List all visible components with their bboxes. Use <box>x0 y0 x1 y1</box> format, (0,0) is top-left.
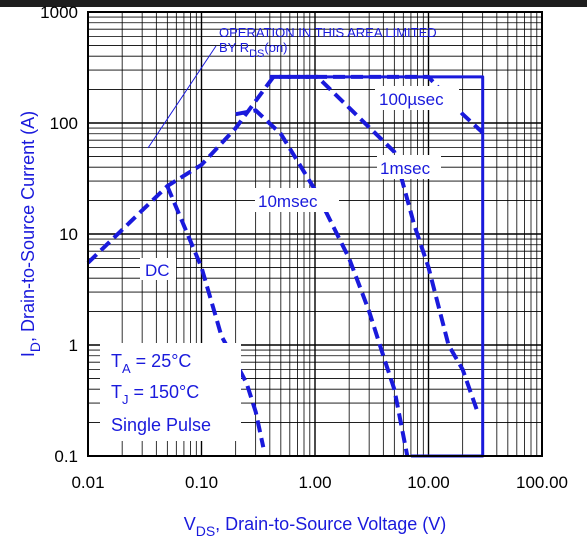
label-100usec: 100µsec <box>379 90 444 109</box>
x-tick-label: 0.01 <box>71 473 104 492</box>
y-tick-label: 1000 <box>40 3 78 22</box>
y-tick-label: 100 <box>50 114 78 133</box>
label-bg-10ms <box>255 188 339 212</box>
x-tick-label: 100.00 <box>516 473 568 492</box>
plot-frame <box>87 11 543 457</box>
limit-pointer-line <box>147 45 217 149</box>
label-1msec: 1msec <box>380 159 431 178</box>
x-tick-label: 1.00 <box>298 473 331 492</box>
label-bg-100us <box>375 86 459 110</box>
x-axis-label: VDS, Drain-to-Source Voltage (V) <box>184 514 447 539</box>
series-line-1msec <box>269 74 480 413</box>
limit-text-prefix: BY R <box>219 40 249 55</box>
limit-text-line2: BY RDS(on) <box>219 40 288 60</box>
x-tick-label: 10.00 <box>407 473 450 492</box>
tick-labels: 0.01 0.10 1.00 10.00 100.00 0.1 1 10 100 1000 <box>40 3 568 492</box>
y-axis-label: ID, Drain-to-Source Current (A) <box>18 111 43 357</box>
y-tick-label: 1 <box>69 336 78 355</box>
y-tick-label: 10 <box>59 225 78 244</box>
y-tick-label: 0.1 <box>54 447 78 466</box>
limit-annotation: OPERATION IN THIS AREA LIMITED BY RDS(on… <box>147 25 437 149</box>
series-labels: 100µsec 1msec 10msec DC <box>140 86 459 280</box>
label-bg-1ms <box>377 155 441 179</box>
label-dc: DC <box>145 261 170 280</box>
limit-text-suffix: (on) <box>264 40 287 55</box>
conditions-background <box>100 343 241 441</box>
condition-ta: TA = 25°C <box>111 351 191 376</box>
label-10msec: 10msec <box>258 192 318 211</box>
conditions-box: TA = 25°C TJ = 150°C Single Pulse <box>100 343 241 441</box>
label-bg-dc <box>140 258 176 280</box>
condition-single-pulse: Single Pulse <box>111 415 211 435</box>
limit-text-line1: OPERATION IN THIS AREA LIMITED <box>219 25 437 40</box>
limit-text-sub: DS <box>249 48 264 60</box>
top-border-bar <box>0 0 587 7</box>
x-tick-label: 0.10 <box>185 473 218 492</box>
condition-tj: TJ = 150°C <box>111 382 199 407</box>
